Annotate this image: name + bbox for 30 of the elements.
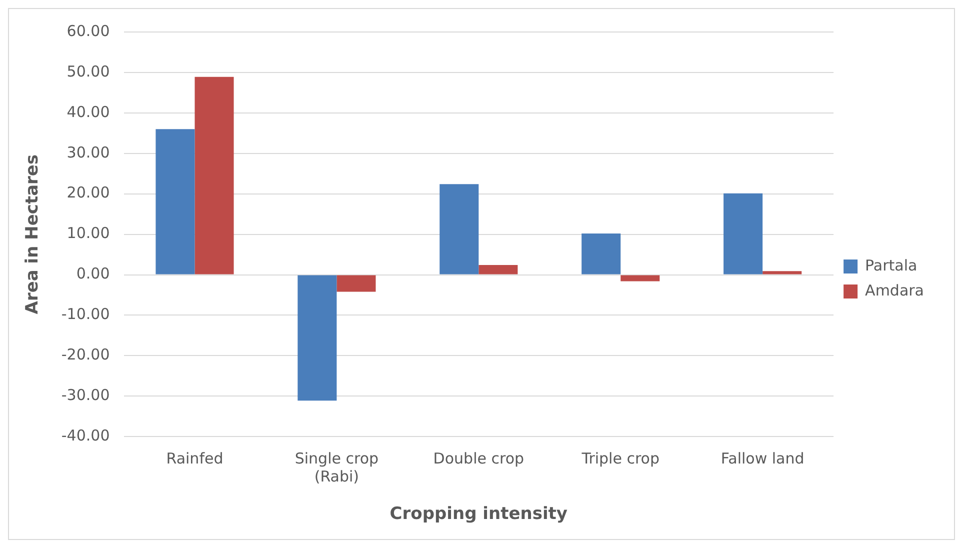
legend-label: Partala — [865, 256, 918, 274]
x-tick-label: Single crop (Rabi) — [294, 449, 379, 486]
y-tick-label: -40.00 — [61, 426, 110, 444]
y-tick-label: 40.00 — [66, 102, 110, 121]
bar — [194, 76, 234, 274]
y-tick-label: 0.00 — [76, 264, 110, 283]
y-tick-label: -30.00 — [61, 386, 110, 404]
y-tick-label: 20.00 — [66, 184, 110, 202]
bar — [582, 233, 621, 274]
bar — [298, 275, 337, 401]
bar — [724, 193, 763, 274]
bar — [440, 184, 479, 274]
x-tick-label: Double crop — [433, 449, 524, 468]
bar — [336, 275, 376, 292]
y-tick-label: -20.00 — [61, 346, 110, 364]
x-tick-label: Triple crop — [580, 449, 660, 468]
y-tick-label: -10.00 — [61, 305, 110, 324]
y-tick-label: 30.00 — [66, 143, 110, 162]
y-tick-label: 50.00 — [66, 62, 110, 80]
bar — [478, 265, 518, 274]
y-tick-label: 60.00 — [66, 22, 110, 40]
x-axis-title: Cropping intensity — [390, 504, 568, 524]
bar — [156, 129, 195, 274]
bar — [762, 271, 802, 274]
bar — [620, 275, 660, 282]
x-tick-label: Rainfed — [166, 449, 224, 468]
x-tick-label: Fallow land — [720, 449, 804, 468]
y-tick-label: 10.00 — [66, 224, 110, 242]
legend-label: Amdara — [865, 281, 924, 300]
y-axis-title: Area in Hectares — [22, 154, 43, 314]
